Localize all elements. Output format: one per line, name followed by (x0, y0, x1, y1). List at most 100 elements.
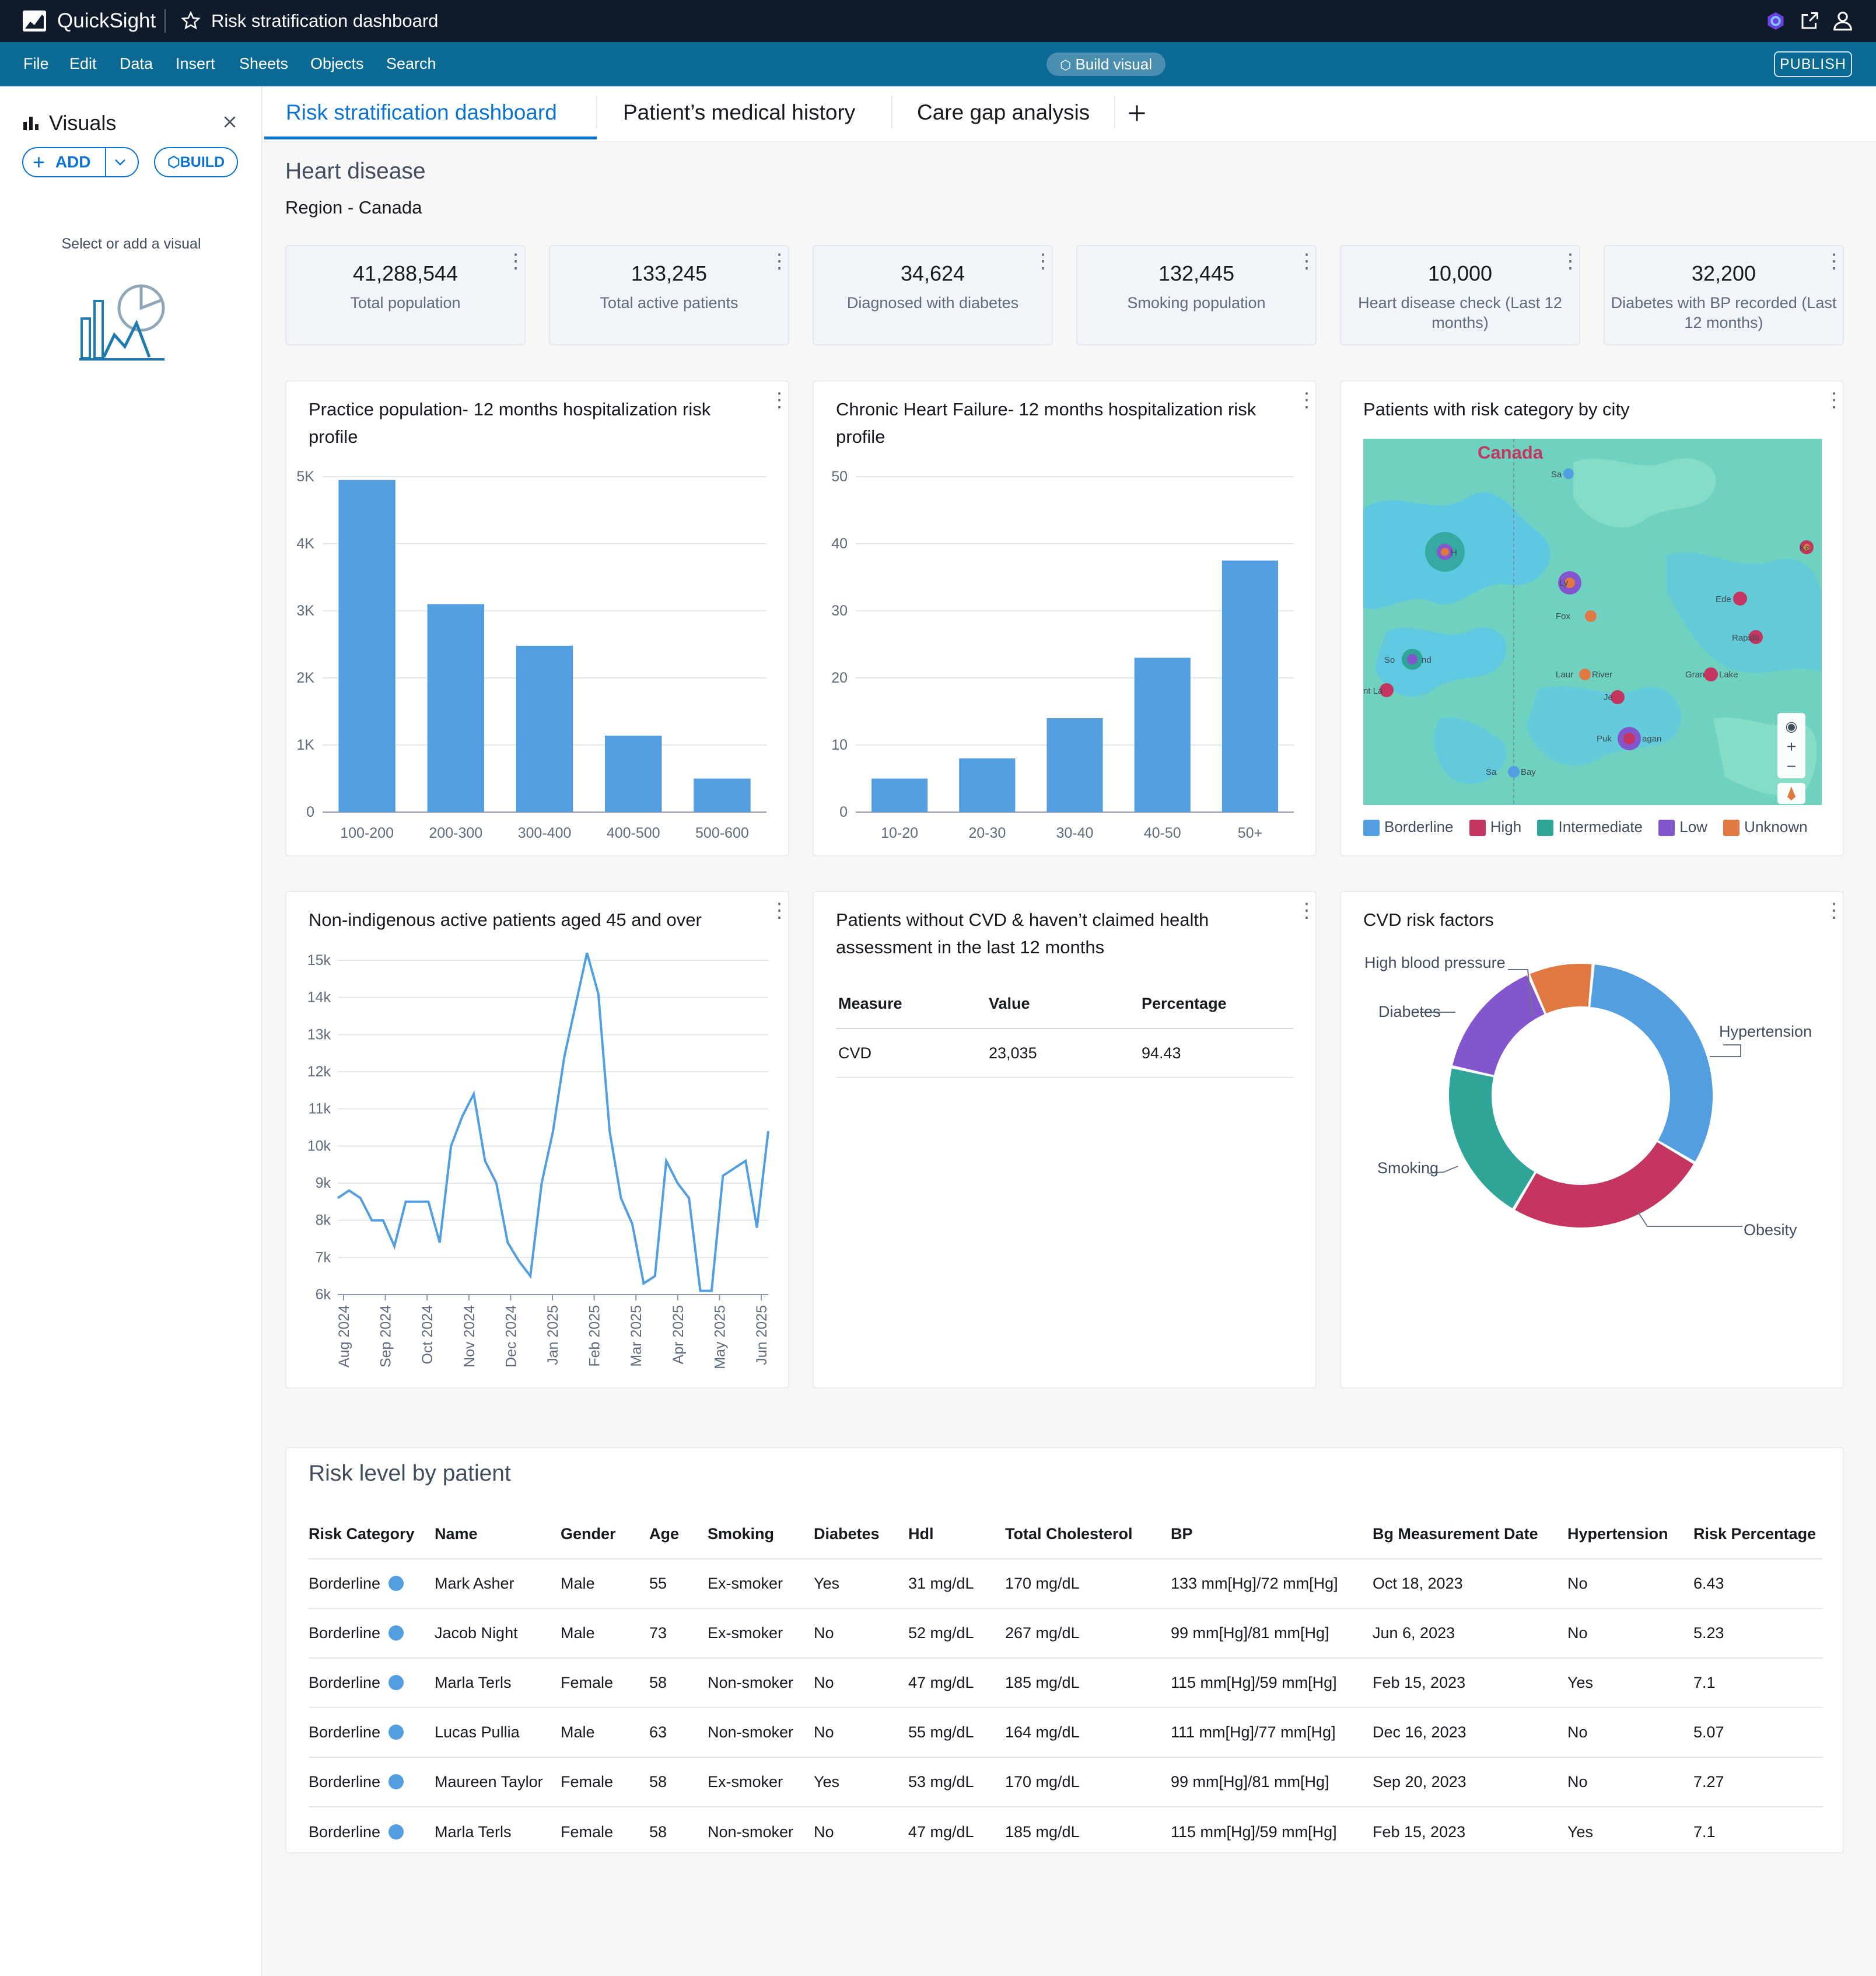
donut-slice[interactable] (1515, 1142, 1694, 1227)
column-header[interactable]: Risk Percentage (1693, 1525, 1817, 1543)
menu-edit[interactable]: Edit (69, 55, 97, 72)
map-marker[interactable] (1441, 548, 1449, 556)
table-row[interactable]: CVD 23,035 94.43 (836, 1029, 1293, 1078)
amazon-q-icon[interactable] (1765, 11, 1786, 32)
donut-slice[interactable] (1590, 964, 1713, 1162)
map-marker[interactable] (1563, 468, 1574, 479)
menu-objects[interactable]: Objects (310, 55, 364, 72)
user-icon[interactable] (1832, 9, 1854, 32)
more-options-icon[interactable]: ⋮ (1033, 250, 1053, 272)
add-visual-button[interactable]: + ADD (23, 148, 105, 176)
bar[interactable] (1134, 657, 1191, 813)
bar[interactable] (516, 645, 573, 812)
map-marker[interactable] (1407, 654, 1418, 665)
bar[interactable] (872, 778, 928, 813)
chevron-down-icon[interactable] (112, 155, 128, 169)
kpi-card[interactable]: 34,624 Diagnosed with diabetes ⋮ (813, 245, 1053, 345)
kpi-card[interactable]: 32,200 Diabetes with BP recorded (Last 1… (1604, 245, 1844, 345)
bar-chart-chf: 0 10 20 30 40 50 10-20 20-30 30-40 40-50 50+ (831, 468, 1294, 841)
close-icon[interactable] (222, 114, 237, 130)
legend-item[interactable]: Intermediate (1537, 818, 1643, 837)
kpi-card[interactable]: 132,445 Smoking population ⋮ (1076, 245, 1317, 345)
more-options-icon[interactable]: ⋮ (1824, 389, 1844, 411)
series-line[interactable] (337, 952, 769, 1292)
map-marker[interactable] (1585, 610, 1597, 622)
map-marker[interactable] (1611, 690, 1625, 704)
more-options-icon[interactable]: ⋮ (1824, 250, 1844, 272)
kpi-card[interactable]: 133,245 Total active patients ⋮ (549, 245, 789, 345)
donut-slice[interactable] (1452, 975, 1545, 1075)
more-options-icon[interactable]: ⋮ (1297, 900, 1317, 922)
column-header[interactable]: BP (1171, 1525, 1193, 1543)
eye-icon[interactable]: ◉ (1786, 719, 1798, 735)
external-link-icon[interactable] (1799, 11, 1820, 32)
add-sheet-icon[interactable] (1126, 103, 1147, 124)
tab-medical-history[interactable]: Patient’s medical history (623, 100, 856, 124)
column-header[interactable]: Hypertension (1567, 1525, 1668, 1543)
more-options-icon[interactable]: ⋮ (769, 250, 789, 272)
legend-item[interactable]: Low (1658, 818, 1707, 837)
map-marker[interactable] (1380, 683, 1394, 697)
menu-search[interactable]: Search (386, 55, 436, 72)
table-row[interactable]: Borderline Maureen Taylor Female 58 Ex-smoke… (309, 1757, 1823, 1807)
map-marker[interactable] (1508, 766, 1520, 778)
bar[interactable] (694, 778, 751, 813)
column-header[interactable]: Hdl (908, 1525, 934, 1543)
column-header[interactable]: Gender (561, 1525, 616, 1543)
column-header[interactable]: Name (435, 1525, 478, 1543)
column-header[interactable]: Bg Measurement Date (1373, 1525, 1538, 1543)
bar[interactable] (604, 735, 662, 812)
map-marker[interactable] (1564, 578, 1575, 588)
more-options-icon[interactable]: ⋮ (506, 250, 526, 272)
menu-data[interactable]: Data (120, 55, 153, 72)
table-row[interactable]: Borderline Jacob Night Male 73 Ex-smoker No 52… (309, 1608, 1823, 1658)
map-marker[interactable] (1704, 667, 1718, 681)
map-marker[interactable] (1579, 669, 1591, 680)
menu-file[interactable]: File (23, 55, 49, 72)
menu-insert[interactable]: Insert (176, 55, 215, 72)
more-options-icon[interactable]: ⋮ (1560, 250, 1580, 272)
cell-text: 63 (649, 1723, 667, 1741)
tab-care-gap[interactable]: Care gap analysis (917, 100, 1090, 124)
city-risk-map[interactable]: Canada Sa H Ly Ede (1363, 439, 1822, 805)
bar[interactable] (427, 604, 485, 813)
column-header[interactable]: Risk Category (309, 1525, 415, 1543)
bar[interactable] (1222, 560, 1278, 812)
column-header[interactable]: Age (649, 1525, 680, 1543)
map-marker[interactable] (1803, 544, 1810, 551)
legend-item[interactable]: High (1469, 818, 1521, 837)
column-header[interactable]: Percentage (1142, 995, 1227, 1012)
donut-slice[interactable] (1449, 1068, 1535, 1209)
build-button[interactable]: ⬡BUILD (154, 147, 238, 177)
kpi-card[interactable]: 41,288,544 Total population ⋮ (285, 245, 526, 345)
bar[interactable] (338, 480, 396, 812)
star-icon[interactable] (181, 11, 201, 31)
map-marker[interactable] (1749, 630, 1763, 644)
map-zoom-controls (1777, 713, 1805, 778)
legend-item[interactable]: Unknown (1723, 818, 1808, 837)
zoom-out-icon[interactable]: − (1787, 757, 1796, 775)
kpi-card[interactable]: 10,000 Heart disease check (Last 12 mont… (1340, 245, 1580, 345)
map-marker[interactable] (1733, 592, 1747, 606)
cell-text: No (814, 1823, 834, 1841)
legend-item[interactable]: Borderline (1363, 818, 1454, 837)
table-row[interactable]: Borderline Marla Terls Female 58 Non-smoker N… (309, 1806, 1823, 1856)
column-header[interactable]: Smoking (708, 1525, 775, 1543)
tab-risk-stratification[interactable]: Risk stratification dashboard (286, 100, 557, 124)
bar[interactable] (1046, 718, 1103, 812)
build-visual-button[interactable]: ⬡ Build visual (1046, 53, 1166, 76)
map-marker[interactable] (1623, 733, 1635, 744)
table-row[interactable]: Borderline Mark Asher Male 55 Ex-smoker Yes 31… (309, 1558, 1823, 1608)
column-header[interactable]: Total Cholesterol (1005, 1525, 1133, 1543)
zoom-in-icon[interactable]: + (1787, 737, 1796, 756)
column-header[interactable]: Measure (838, 995, 902, 1012)
menu-sheets[interactable]: Sheets (239, 55, 289, 72)
more-options-icon[interactable]: ⋮ (1297, 250, 1317, 272)
publish-button[interactable]: PUBLISH (1774, 51, 1852, 77)
column-header[interactable]: Diabetes (814, 1525, 880, 1543)
table-row[interactable]: Borderline Lucas Pullia Male 63 Non-smoker No… (309, 1707, 1823, 1757)
bar[interactable] (959, 758, 1016, 812)
donut-slice[interactable] (1530, 964, 1592, 1013)
column-header[interactable]: Value (989, 995, 1030, 1012)
table-row[interactable]: Borderline Marla Terls Female 58 Non-smoker N… (309, 1657, 1823, 1708)
